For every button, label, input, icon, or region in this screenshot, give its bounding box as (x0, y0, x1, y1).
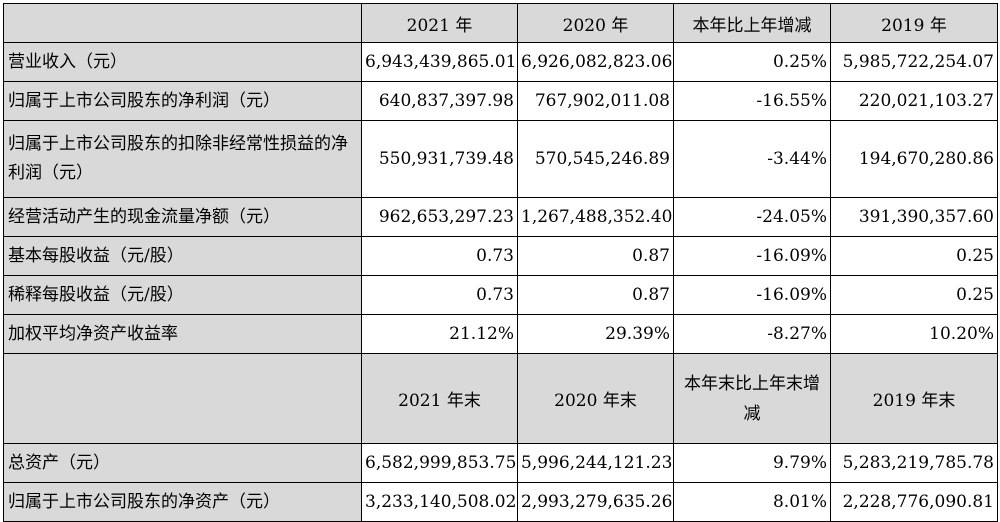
row-label: 总资产（元） (3, 443, 362, 483)
value-2021: 3,233,140,508.02 (361, 482, 518, 522)
value-2019: 2,228,776,090.81 (830, 482, 998, 522)
header-row-year-end: 2021 年末 2020 年末 本年末比上年末增减 2019 年末 (3, 353, 998, 444)
value-2021: 6,582,999,853.75 (361, 443, 518, 483)
value-2019: 194,670,280.86 (830, 120, 998, 198)
value-2020: 29.39% (517, 314, 674, 354)
table-row: 基本每股收益（元/股） 0.73 0.87 -16.09% 0.25 (3, 236, 998, 276)
table-row: 稀释每股收益（元/股） 0.73 0.87 -16.09% 0.25 (3, 275, 998, 315)
table-row: 总资产（元） 6,582,999,853.75 5,996,244,121.23… (3, 443, 998, 483)
row-label: 归属于上市公司股东的净资产（元） (3, 482, 362, 522)
table-row: 归属于上市公司股东的扣除非经常性损益的净利润（元） 550,931,739.48… (3, 120, 998, 198)
value-2021: 0.73 (361, 236, 518, 276)
value-change: -24.05% (673, 197, 831, 237)
row-label: 稀释每股收益（元/股） (3, 275, 362, 315)
value-2021: 550,931,739.48 (361, 120, 518, 198)
value-change: -16.09% (673, 275, 831, 315)
header-2021-end: 2021 年末 (361, 353, 518, 444)
value-change: -8.27% (673, 314, 831, 354)
value-2020: 767,902,011.08 (517, 81, 674, 121)
header-2021: 2021 年 (361, 3, 518, 43)
header-blank-cell (3, 353, 362, 444)
value-2019: 391,390,357.60 (830, 197, 998, 237)
value-2020: 5,996,244,121.23 (517, 443, 674, 483)
value-change: 0.25% (673, 42, 831, 82)
row-label: 经营活动产生的现金流量净额（元） (3, 197, 362, 237)
value-2019: 5,985,722,254.07 (830, 42, 998, 82)
value-2021: 640,837,397.98 (361, 81, 518, 121)
value-change: 9.79% (673, 443, 831, 483)
value-2020: 570,545,246.89 (517, 120, 674, 198)
header-yoy-change: 本年比上年增减 (673, 3, 831, 43)
value-2020: 6,926,082,823.06 (517, 42, 674, 82)
row-label: 营业收入（元） (3, 42, 362, 82)
table-row: 加权平均净资产收益率 21.12% 29.39% -8.27% 10.20% (3, 314, 998, 354)
value-2019: 220,021,103.27 (830, 81, 998, 121)
value-2021: 21.12% (361, 314, 518, 354)
header-blank-cell (3, 3, 362, 43)
value-change: -16.09% (673, 236, 831, 276)
row-label: 归属于上市公司股东的净利润（元） (3, 81, 362, 121)
table-row: 经营活动产生的现金流量净额（元） 962,653,297.23 1,267,48… (3, 197, 998, 237)
table-row: 归属于上市公司股东的净利润（元） 640,837,397.98 767,902,… (3, 81, 998, 121)
value-2020: 0.87 (517, 236, 674, 276)
header-2019-end: 2019 年末 (830, 353, 998, 444)
value-2019: 0.25 (830, 236, 998, 276)
value-change: 8.01% (673, 482, 831, 522)
value-2019: 5,283,219,785.78 (830, 443, 998, 483)
header-year-end-change: 本年末比上年末增减 (673, 353, 831, 444)
value-2021: 0.73 (361, 275, 518, 315)
header-2020: 2020 年 (517, 3, 674, 43)
row-label: 基本每股收益（元/股） (3, 236, 362, 276)
financial-summary-table: 2021 年 2020 年 本年比上年增减 2019 年 营业收入（元） 6,9… (3, 3, 998, 522)
value-change: -3.44% (673, 120, 831, 198)
row-label: 归属于上市公司股东的扣除非经常性损益的净利润（元） (3, 120, 362, 198)
row-label: 加权平均净资产收益率 (3, 314, 362, 354)
value-change: -16.55% (673, 81, 831, 121)
value-2020: 1,267,488,352.40 (517, 197, 674, 237)
value-2021: 962,653,297.23 (361, 197, 518, 237)
table-row: 营业收入（元） 6,943,439,865.01 6,926,082,823.0… (3, 42, 998, 82)
table-row: 归属于上市公司股东的净资产（元） 3,233,140,508.02 2,993,… (3, 482, 998, 522)
value-2020: 2,993,279,635.26 (517, 482, 674, 522)
value-2019: 10.20% (830, 314, 998, 354)
header-2020-end: 2020 年末 (517, 353, 674, 444)
value-2019: 0.25 (830, 275, 998, 315)
value-2021: 6,943,439,865.01 (361, 42, 518, 82)
value-2020: 0.87 (517, 275, 674, 315)
header-row-annual: 2021 年 2020 年 本年比上年增减 2019 年 (3, 3, 998, 43)
header-2019: 2019 年 (830, 3, 998, 43)
